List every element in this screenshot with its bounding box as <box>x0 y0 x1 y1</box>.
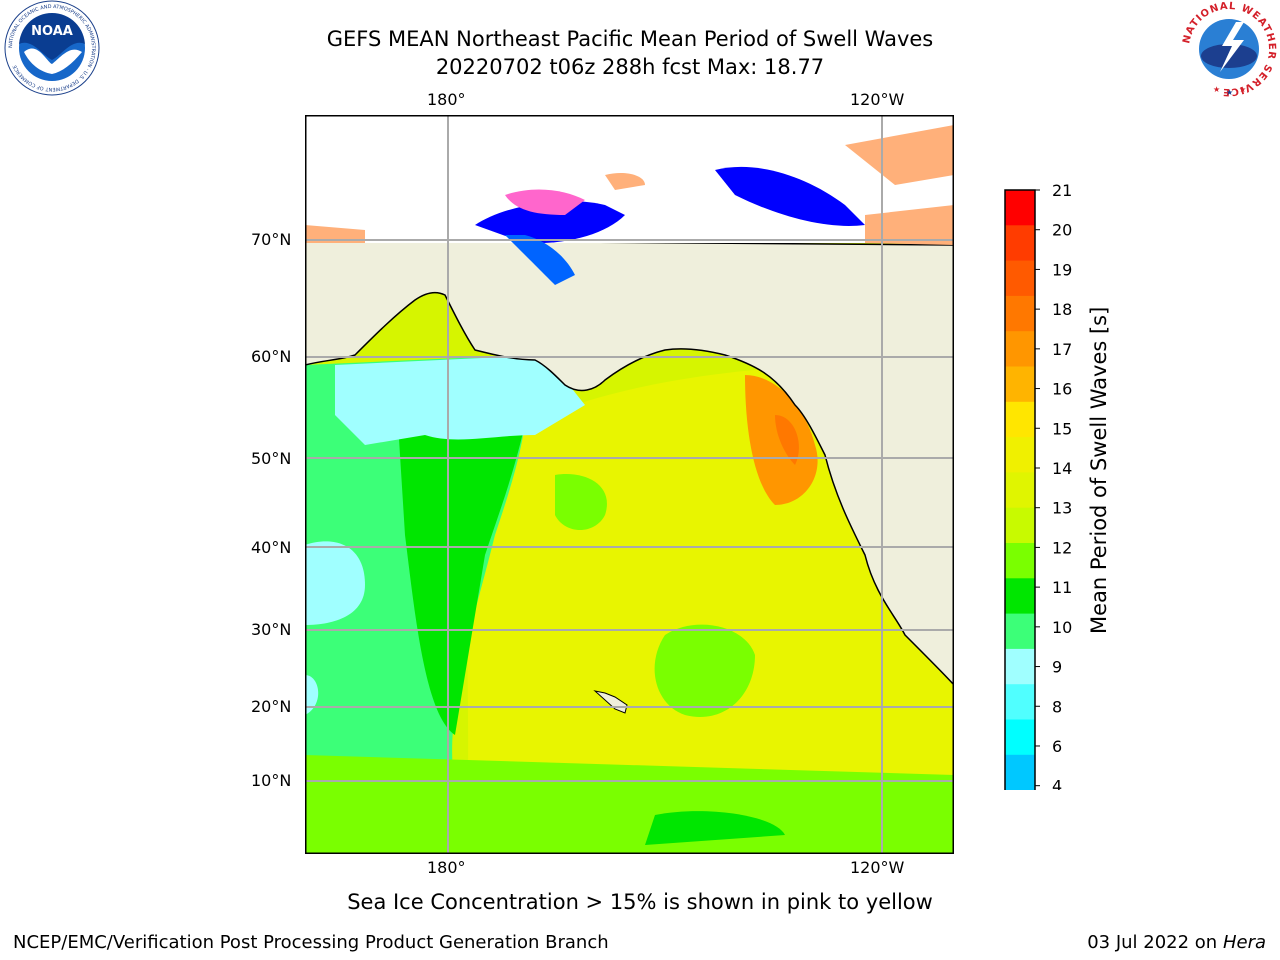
svg-text:★: ★ <box>1213 85 1220 94</box>
top-lon-tick-120w: 120°W <box>850 90 905 109</box>
chart-title: GEFS MEAN Northeast Pacific Mean Period … <box>326 27 934 51</box>
lat-tick-50n: 50°N <box>251 449 292 468</box>
colorbar-segment <box>1005 648 1035 685</box>
colorbar-segment <box>1005 366 1035 403</box>
colorbar-tick-label: 16 <box>1052 380 1072 399</box>
bottom-lon-tick-120w: 120°W <box>850 858 905 877</box>
svg-text:★: ★ <box>1226 88 1233 97</box>
colorbar: 21201918171615141312111098642 <box>1000 180 1080 855</box>
colorbar-segment <box>1005 719 1035 756</box>
colorbar-tick-label: 9 <box>1052 658 1062 677</box>
footer-date: 03 Jul 2022 on Hera <box>1087 932 1266 953</box>
colorbar-tick-label: 11 <box>1052 578 1072 597</box>
colorbar-tick-label: 15 <box>1052 419 1072 438</box>
colorbar-segment <box>1005 472 1035 509</box>
lat-tick-40n: 40°N <box>251 538 292 557</box>
colorbar-tick-label: 20 <box>1052 221 1072 240</box>
svg-text:★: ★ <box>1239 85 1246 94</box>
colorbar-segment <box>1005 260 1035 297</box>
colorbar-tick-label: 14 <box>1052 459 1072 478</box>
colorbar-segment <box>1005 543 1035 579</box>
colorbar-tick-label: 4 <box>1052 777 1062 790</box>
colorbar-tick-label: 18 <box>1052 300 1072 319</box>
swell-period-map <box>305 115 954 854</box>
map-frame <box>305 115 954 854</box>
colorbar-segment <box>1005 754 1035 791</box>
chart-subtitle: 20220702 t06z 288h fcst Max: 18.77 <box>435 55 825 79</box>
colorbar-segment <box>1005 225 1035 262</box>
colorbar-tick-label: 8 <box>1052 697 1062 716</box>
colorbar-tick-label: 12 <box>1052 538 1072 557</box>
colorbar-tick-label: 6 <box>1052 737 1062 756</box>
colorbar-tick-label: 19 <box>1052 260 1072 279</box>
footer-host: Hera <box>1222 932 1266 953</box>
noaa-logo: NATIONAL OCEANIC AND ATMOSPHERIC ADMINIS… <box>2 0 102 104</box>
colorbar-tick-label: 21 <box>1052 181 1072 200</box>
colorbar-tick-label: 10 <box>1052 618 1072 637</box>
colorbar-segment <box>1005 684 1035 720</box>
colorbar-label: Mean Period of Swell Waves [s] <box>1087 306 1111 634</box>
colorbar-tick-label: 13 <box>1052 499 1072 518</box>
sea-ice-note: Sea Ice Concentration > 15% is shown in … <box>347 890 933 914</box>
colorbar-segment <box>1005 331 1035 367</box>
colorbar-segment <box>1005 613 1035 650</box>
colorbar-segment <box>1005 437 1035 473</box>
colorbar-tick-label: 17 <box>1052 340 1072 359</box>
land <box>305 239 954 687</box>
lat-tick-20n: 20°N <box>251 697 292 716</box>
top-lon-tick-180: 180° <box>427 90 466 109</box>
colorbar-segment <box>1005 507 1035 544</box>
colorbar-segment <box>1005 190 1035 226</box>
sea-ice-blue <box>475 201 625 244</box>
lat-tick-30n: 30°N <box>251 620 292 639</box>
lat-tick-70n: 70°N <box>251 230 292 249</box>
footer-org: NCEP/EMC/Verification Post Processing Pr… <box>13 932 609 953</box>
colorbar-segment <box>1005 295 1035 332</box>
noaa-logo-text: NOAA <box>31 24 73 39</box>
lat-tick-60n: 60°N <box>251 347 292 366</box>
nws-logo: NATIONAL WEATHER SERVICE ★ ★ ★ <box>1178 0 1280 106</box>
cyan-bering <box>335 355 585 445</box>
graticule <box>305 115 954 854</box>
lat-tick-10n: 10°N <box>251 771 292 790</box>
bottom-lon-tick-180: 180° <box>427 858 466 877</box>
colorbar-segment <box>1005 401 1035 438</box>
colorbar-segment <box>1005 578 1035 615</box>
